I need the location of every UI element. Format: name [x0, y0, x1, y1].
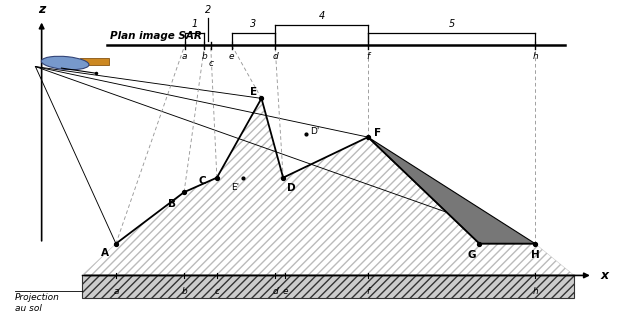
Text: d: d: [272, 287, 278, 296]
Text: E': E': [231, 183, 239, 192]
Text: A: A: [101, 248, 109, 258]
Text: Plan image SAR: Plan image SAR: [109, 31, 202, 41]
Text: 5: 5: [448, 19, 455, 29]
Text: e: e: [229, 52, 234, 61]
Text: x: x: [601, 269, 609, 282]
Text: au sol: au sol: [15, 305, 42, 313]
Ellipse shape: [42, 56, 89, 70]
Text: b: b: [202, 52, 207, 61]
Text: F: F: [374, 129, 381, 138]
Polygon shape: [368, 137, 535, 244]
Text: C: C: [198, 176, 206, 186]
Text: 2: 2: [205, 4, 211, 15]
Text: h: h: [532, 52, 538, 61]
Text: b: b: [181, 287, 187, 296]
Text: f: f: [366, 52, 369, 61]
Text: 4: 4: [318, 11, 325, 21]
Text: e: e: [282, 287, 288, 296]
Polygon shape: [80, 58, 108, 65]
Text: h: h: [532, 287, 538, 296]
Text: 3: 3: [250, 19, 256, 29]
Polygon shape: [82, 98, 574, 276]
Text: a: a: [113, 287, 119, 296]
Text: B: B: [168, 199, 175, 209]
Polygon shape: [82, 276, 574, 298]
Text: G: G: [467, 250, 476, 260]
Text: d: d: [272, 52, 278, 61]
Text: E: E: [250, 87, 257, 97]
Text: a: a: [182, 52, 187, 61]
Text: f: f: [366, 287, 369, 296]
Text: c: c: [215, 287, 220, 296]
Text: Projection: Projection: [15, 293, 60, 302]
Text: 1: 1: [192, 19, 198, 29]
Text: c: c: [208, 59, 213, 68]
Text: D: D: [287, 183, 295, 193]
Text: H: H: [531, 250, 539, 260]
Text: z: z: [38, 3, 45, 16]
Text: D': D': [310, 127, 320, 136]
